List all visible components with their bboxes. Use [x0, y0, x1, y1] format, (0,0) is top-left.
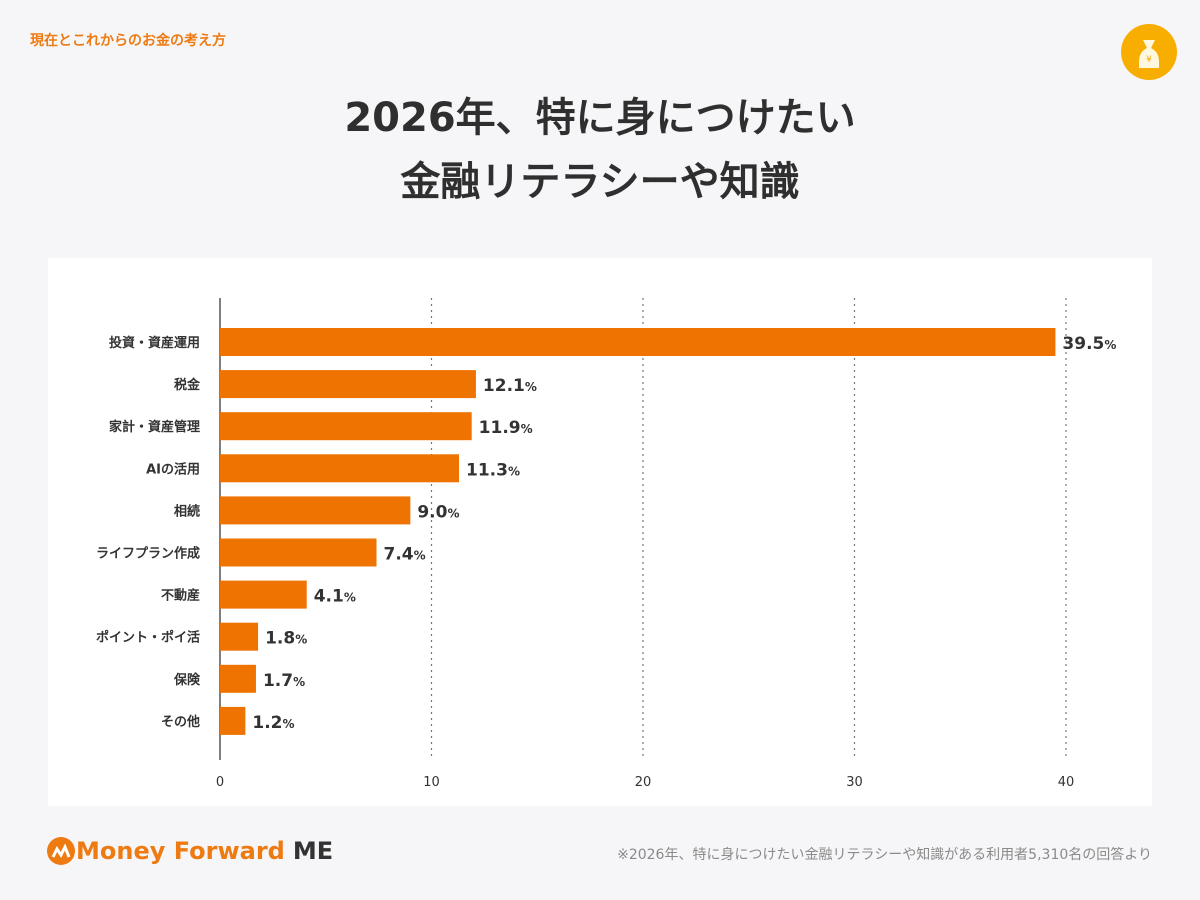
category-label: 家計・資産管理 — [109, 419, 200, 435]
logo: Money Forward ME — [46, 836, 333, 866]
money-forward-logo-icon — [47, 837, 75, 865]
value-label: 11.9% — [479, 418, 533, 438]
category-label: 相続 — [174, 503, 200, 519]
logo-suffix: ME — [292, 837, 334, 865]
category-label: 保険 — [173, 672, 201, 688]
value-label: 7.4% — [384, 545, 426, 565]
category-label: AIの活用 — [146, 461, 200, 477]
value-label: 1.8% — [265, 629, 307, 649]
bar — [220, 664, 256, 693]
bar — [220, 622, 259, 651]
value-label: 9.0% — [417, 502, 459, 522]
value-label: 12.1% — [483, 376, 537, 396]
x-tick-label: 30 — [846, 775, 863, 790]
x-tick-label: 0 — [216, 775, 224, 790]
value-label: 4.1% — [314, 587, 356, 607]
value-label: 39.5% — [1062, 334, 1116, 354]
bar — [220, 412, 472, 441]
value-label: 11.3% — [466, 460, 520, 480]
category-label: ポイント・ポイ活 — [96, 630, 200, 646]
page-title: 2026年、特に身につけたい 金融リテラシーや知識 — [0, 86, 1200, 214]
value-label: 1.2% — [252, 713, 294, 733]
bar — [220, 328, 1056, 356]
bar — [220, 370, 476, 399]
category-label: 投資・資産運用 — [109, 335, 200, 351]
category-label: 税金 — [174, 377, 201, 393]
svg-text:¥: ¥ — [1146, 55, 1152, 65]
bar — [220, 538, 377, 567]
footnote: ※2026年、特に身につけたい金融リテラシーや知識がある利用者5,310名の回答… — [617, 847, 1152, 863]
title-line-1: 2026年、特に身につけたい — [344, 95, 856, 141]
value-label: 1.7% — [263, 671, 305, 691]
category-label: 不動産 — [161, 588, 200, 604]
logo-text: Money Forward — [76, 837, 285, 865]
category-label: その他 — [161, 714, 200, 730]
series-label: 現在とこれからのお金の考え方 — [30, 33, 226, 49]
bar — [220, 706, 246, 735]
bar — [220, 454, 459, 483]
x-tick-label: 40 — [1058, 775, 1075, 790]
title-line-2: 金融リテラシーや知識 — [400, 159, 800, 205]
x-tick-label: 20 — [635, 775, 652, 790]
money-bag-icon: ¥ — [1121, 24, 1177, 80]
bar — [220, 496, 411, 525]
bar — [220, 580, 307, 609]
category-label: ライフプラン作成 — [96, 546, 200, 562]
x-tick-label: 10 — [423, 775, 440, 790]
